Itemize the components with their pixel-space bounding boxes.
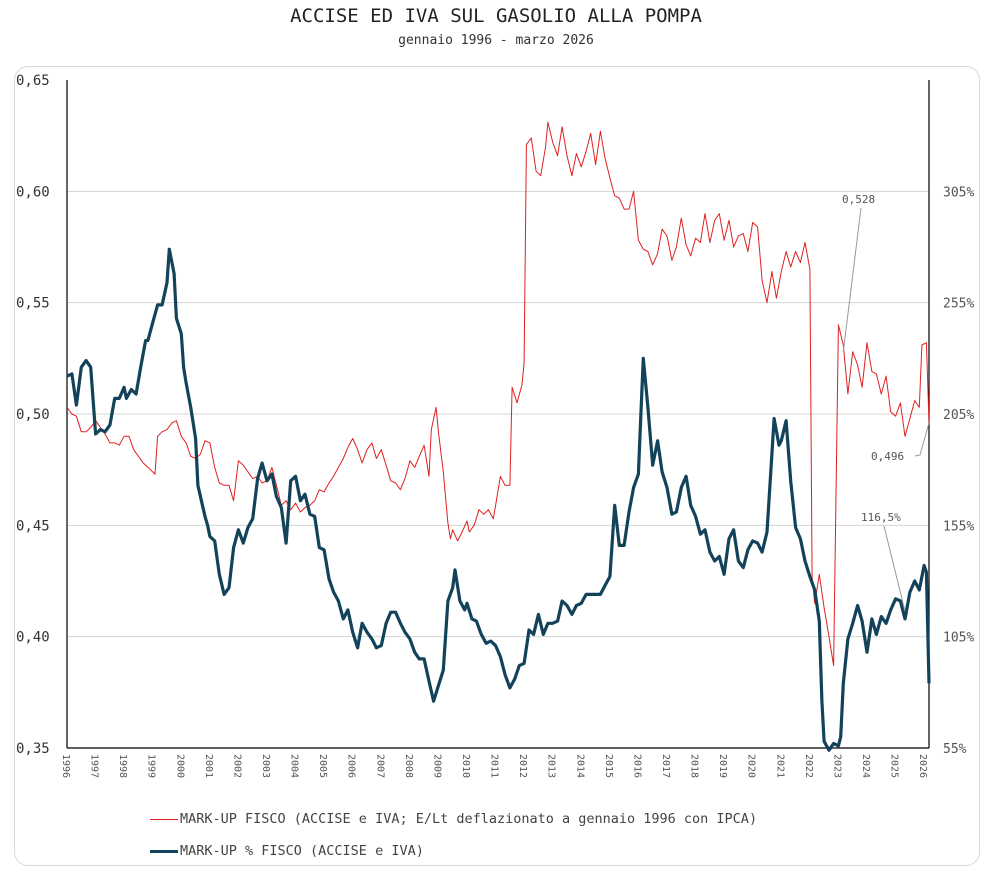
chart-subtitle: gennaio 1996 - marzo 2026 (398, 33, 594, 48)
y-tick-right: 305% (943, 185, 974, 200)
series-line-markup-pct (66, 247, 931, 752)
series-line-markup-fisco (66, 121, 930, 667)
legend-swatch-red (150, 818, 178, 820)
legend: MARK-UP FISCO (ACCISE e IVA; E/Lt deflaz… (150, 803, 757, 867)
y-tick-right: 105% (943, 631, 974, 646)
x-tick: 2024 (860, 754, 871, 778)
annotation-label: 116,5% (861, 511, 901, 524)
y-tick-left: 0,65 (16, 73, 50, 89)
y-tick-right: 255% (943, 297, 974, 312)
y-tick-left: 0,50 (16, 407, 50, 423)
x-tick: 1999 (146, 754, 157, 778)
x-tick: 2021 (774, 754, 785, 778)
x-tick: 2018 (689, 754, 700, 778)
y-tick-left: 0,40 (16, 630, 50, 646)
x-tick: 2009 (431, 754, 442, 778)
y-tick-right: 205% (943, 408, 974, 423)
x-tick: 2023 (831, 754, 842, 778)
legend-label-markup-fisco: MARK-UP FISCO (ACCISE e IVA; E/Lt deflaz… (180, 811, 758, 827)
x-tick: 2003 (260, 754, 271, 778)
x-tick: 2019 (717, 754, 728, 778)
x-tick: 2016 (631, 754, 642, 778)
x-tick: 1996 (60, 754, 71, 778)
annotation-label: 0,496 (871, 450, 904, 463)
y-tick-left: 0,45 (16, 518, 50, 534)
x-tick: 2026 (917, 754, 928, 778)
x-tick: 2000 (174, 754, 185, 778)
legend-swatch-blue (150, 849, 178, 853)
x-tick: 2017 (660, 754, 671, 778)
annotation-leader (883, 525, 906, 612)
y-tick-left: 0,35 (16, 741, 50, 757)
legend-item-markup-pct: MARK-UP % FISCO (ACCISE e IVA) (150, 835, 757, 867)
legend-label-markup-pct: MARK-UP % FISCO (ACCISE e IVA) (180, 843, 424, 859)
x-tick: 2008 (403, 754, 414, 778)
y-tick-left: 0,55 (16, 296, 50, 312)
x-tick: 2011 (489, 754, 500, 778)
annotation-leader (914, 422, 930, 457)
x-tick: 2004 (289, 754, 300, 778)
x-tick: 2001 (203, 754, 214, 778)
y-tick-right: 55% (943, 742, 967, 757)
chart-title: ACCISE ED IVA SUL GASOLIO ALLA POMPA (290, 5, 702, 27)
x-tick: 2010 (460, 754, 471, 778)
annotation-leader (842, 207, 862, 352)
x-tick: 1998 (117, 754, 128, 778)
x-tick: 2013 (546, 754, 557, 778)
y-tick-right: 155% (943, 519, 974, 534)
legend-item-markup-fisco: MARK-UP FISCO (ACCISE e IVA; E/Lt deflaz… (150, 803, 757, 835)
chart-frame (14, 66, 980, 866)
y-tick-left: 0,60 (16, 184, 50, 200)
x-tick: 2007 (374, 754, 385, 778)
x-tick: 2002 (231, 754, 242, 778)
x-tick: 2006 (346, 754, 357, 778)
x-tick: 2012 (517, 754, 528, 778)
x-tick: 2015 (603, 754, 614, 778)
x-tick: 1997 (89, 754, 100, 778)
x-tick: 2014 (574, 754, 585, 778)
x-tick: 2022 (803, 754, 814, 778)
x-tick: 2020 (746, 754, 757, 778)
annotation-label: 0,528 (842, 193, 875, 206)
x-tick: 2025 (889, 754, 900, 778)
x-tick: 2005 (317, 754, 328, 778)
